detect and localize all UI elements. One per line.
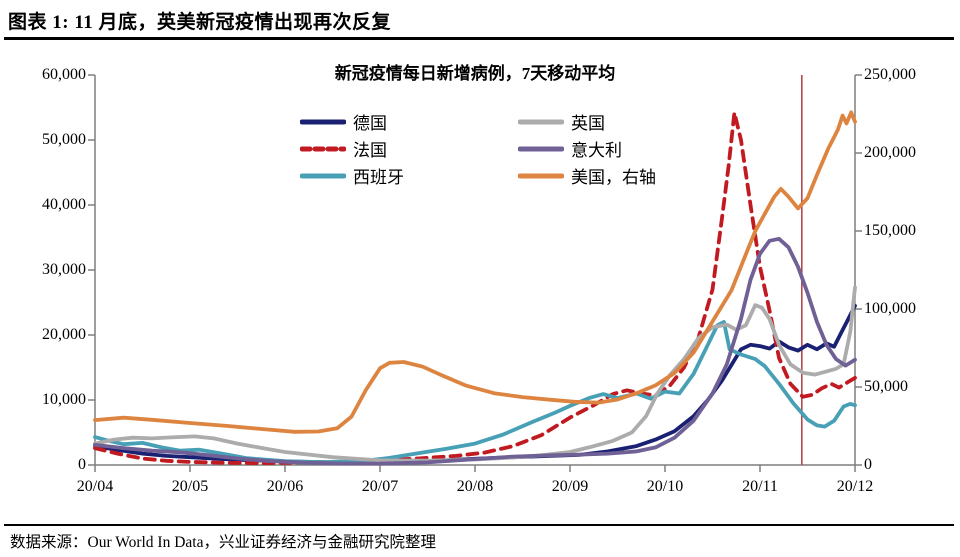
legend-swatch bbox=[300, 173, 346, 178]
x-axis-tick-label: 20/11 bbox=[742, 478, 778, 495]
left-axis-tick-label: 50,000 bbox=[42, 131, 86, 148]
x-axis-tick-label: 20/04 bbox=[76, 478, 114, 495]
right-axis-tick-label: 0 bbox=[864, 456, 872, 473]
legend-label: 西班牙 bbox=[353, 168, 404, 187]
legend-item-germany: 德国 bbox=[300, 108, 404, 135]
series-line-italy bbox=[93, 236, 857, 466]
x-axis-tick-label: 20/06 bbox=[266, 478, 304, 495]
right-axis-tick-label: 50,000 bbox=[864, 378, 908, 395]
x-axis-tick-label: 20/09 bbox=[551, 478, 589, 495]
left-axis-tick-label: 0 bbox=[78, 456, 86, 473]
series-line-spain bbox=[93, 320, 857, 465]
legend-swatch bbox=[300, 146, 346, 151]
left-axis-tick-label: 60,000 bbox=[42, 66, 86, 83]
legend-column: 德国 法国 西班牙 bbox=[300, 108, 404, 189]
x-axis-tick-label: 20/10 bbox=[646, 478, 684, 495]
left-axis-tick-label: 10,000 bbox=[42, 391, 86, 408]
legend-column: 英国意大利美国，右轴 bbox=[518, 108, 656, 189]
right-axis-tick-label: 200,000 bbox=[864, 144, 916, 161]
legend-label: 意大利 bbox=[571, 141, 622, 160]
x-axis-tick-label: 20/05 bbox=[171, 478, 209, 495]
legend-label: 英国 bbox=[571, 114, 605, 133]
x-axis-tick-label: 20/12 bbox=[836, 478, 874, 495]
legend-item-italy: 意大利 bbox=[518, 135, 656, 162]
legend-item-uk: 英国 bbox=[518, 108, 656, 135]
figure-caption: 图表 1: 11 月底，英美新冠疫情出现再次反复 bbox=[8, 12, 392, 33]
legend-item-usa: 美国，右轴 bbox=[518, 162, 656, 189]
x-axis-tick-label: 20/07 bbox=[361, 478, 399, 495]
series-line-france bbox=[93, 110, 857, 466]
x-axis-tick-label: 20/08 bbox=[456, 478, 494, 495]
right-axis-tick-label: 250,000 bbox=[864, 66, 916, 83]
legend-item-france: 法国 bbox=[300, 135, 404, 162]
legend-swatch bbox=[300, 119, 346, 124]
legend-swatch bbox=[518, 173, 564, 178]
footer-divider bbox=[4, 524, 954, 526]
legend-label: 法国 bbox=[353, 141, 387, 160]
chart-plot-area bbox=[88, 74, 862, 472]
left-axis-tick-label: 30,000 bbox=[42, 261, 86, 278]
legend-label: 德国 bbox=[353, 114, 387, 133]
right-axis-tick-label: 100,000 bbox=[864, 300, 916, 317]
legend-swatch bbox=[518, 119, 564, 124]
chart-canvas bbox=[88, 74, 862, 472]
left-axis-tick-label: 20,000 bbox=[42, 326, 86, 343]
right-axis-tick-label: 150,000 bbox=[864, 222, 916, 239]
caption-underline bbox=[4, 37, 954, 40]
series-line-uk bbox=[93, 285, 857, 463]
data-source-note: 数据来源：Our World In Data，兴业证券经济与金融研究院整理 bbox=[10, 534, 436, 551]
legend-label: 美国，右轴 bbox=[571, 168, 656, 187]
left-axis-tick-label: 40,000 bbox=[42, 196, 86, 213]
chart-title: 新冠疫情每日新增病例，7天移动平均 bbox=[334, 64, 616, 83]
legend-item-spain: 西班牙 bbox=[300, 162, 404, 189]
legend-swatch bbox=[518, 146, 564, 151]
series-line-usa bbox=[93, 110, 857, 434]
